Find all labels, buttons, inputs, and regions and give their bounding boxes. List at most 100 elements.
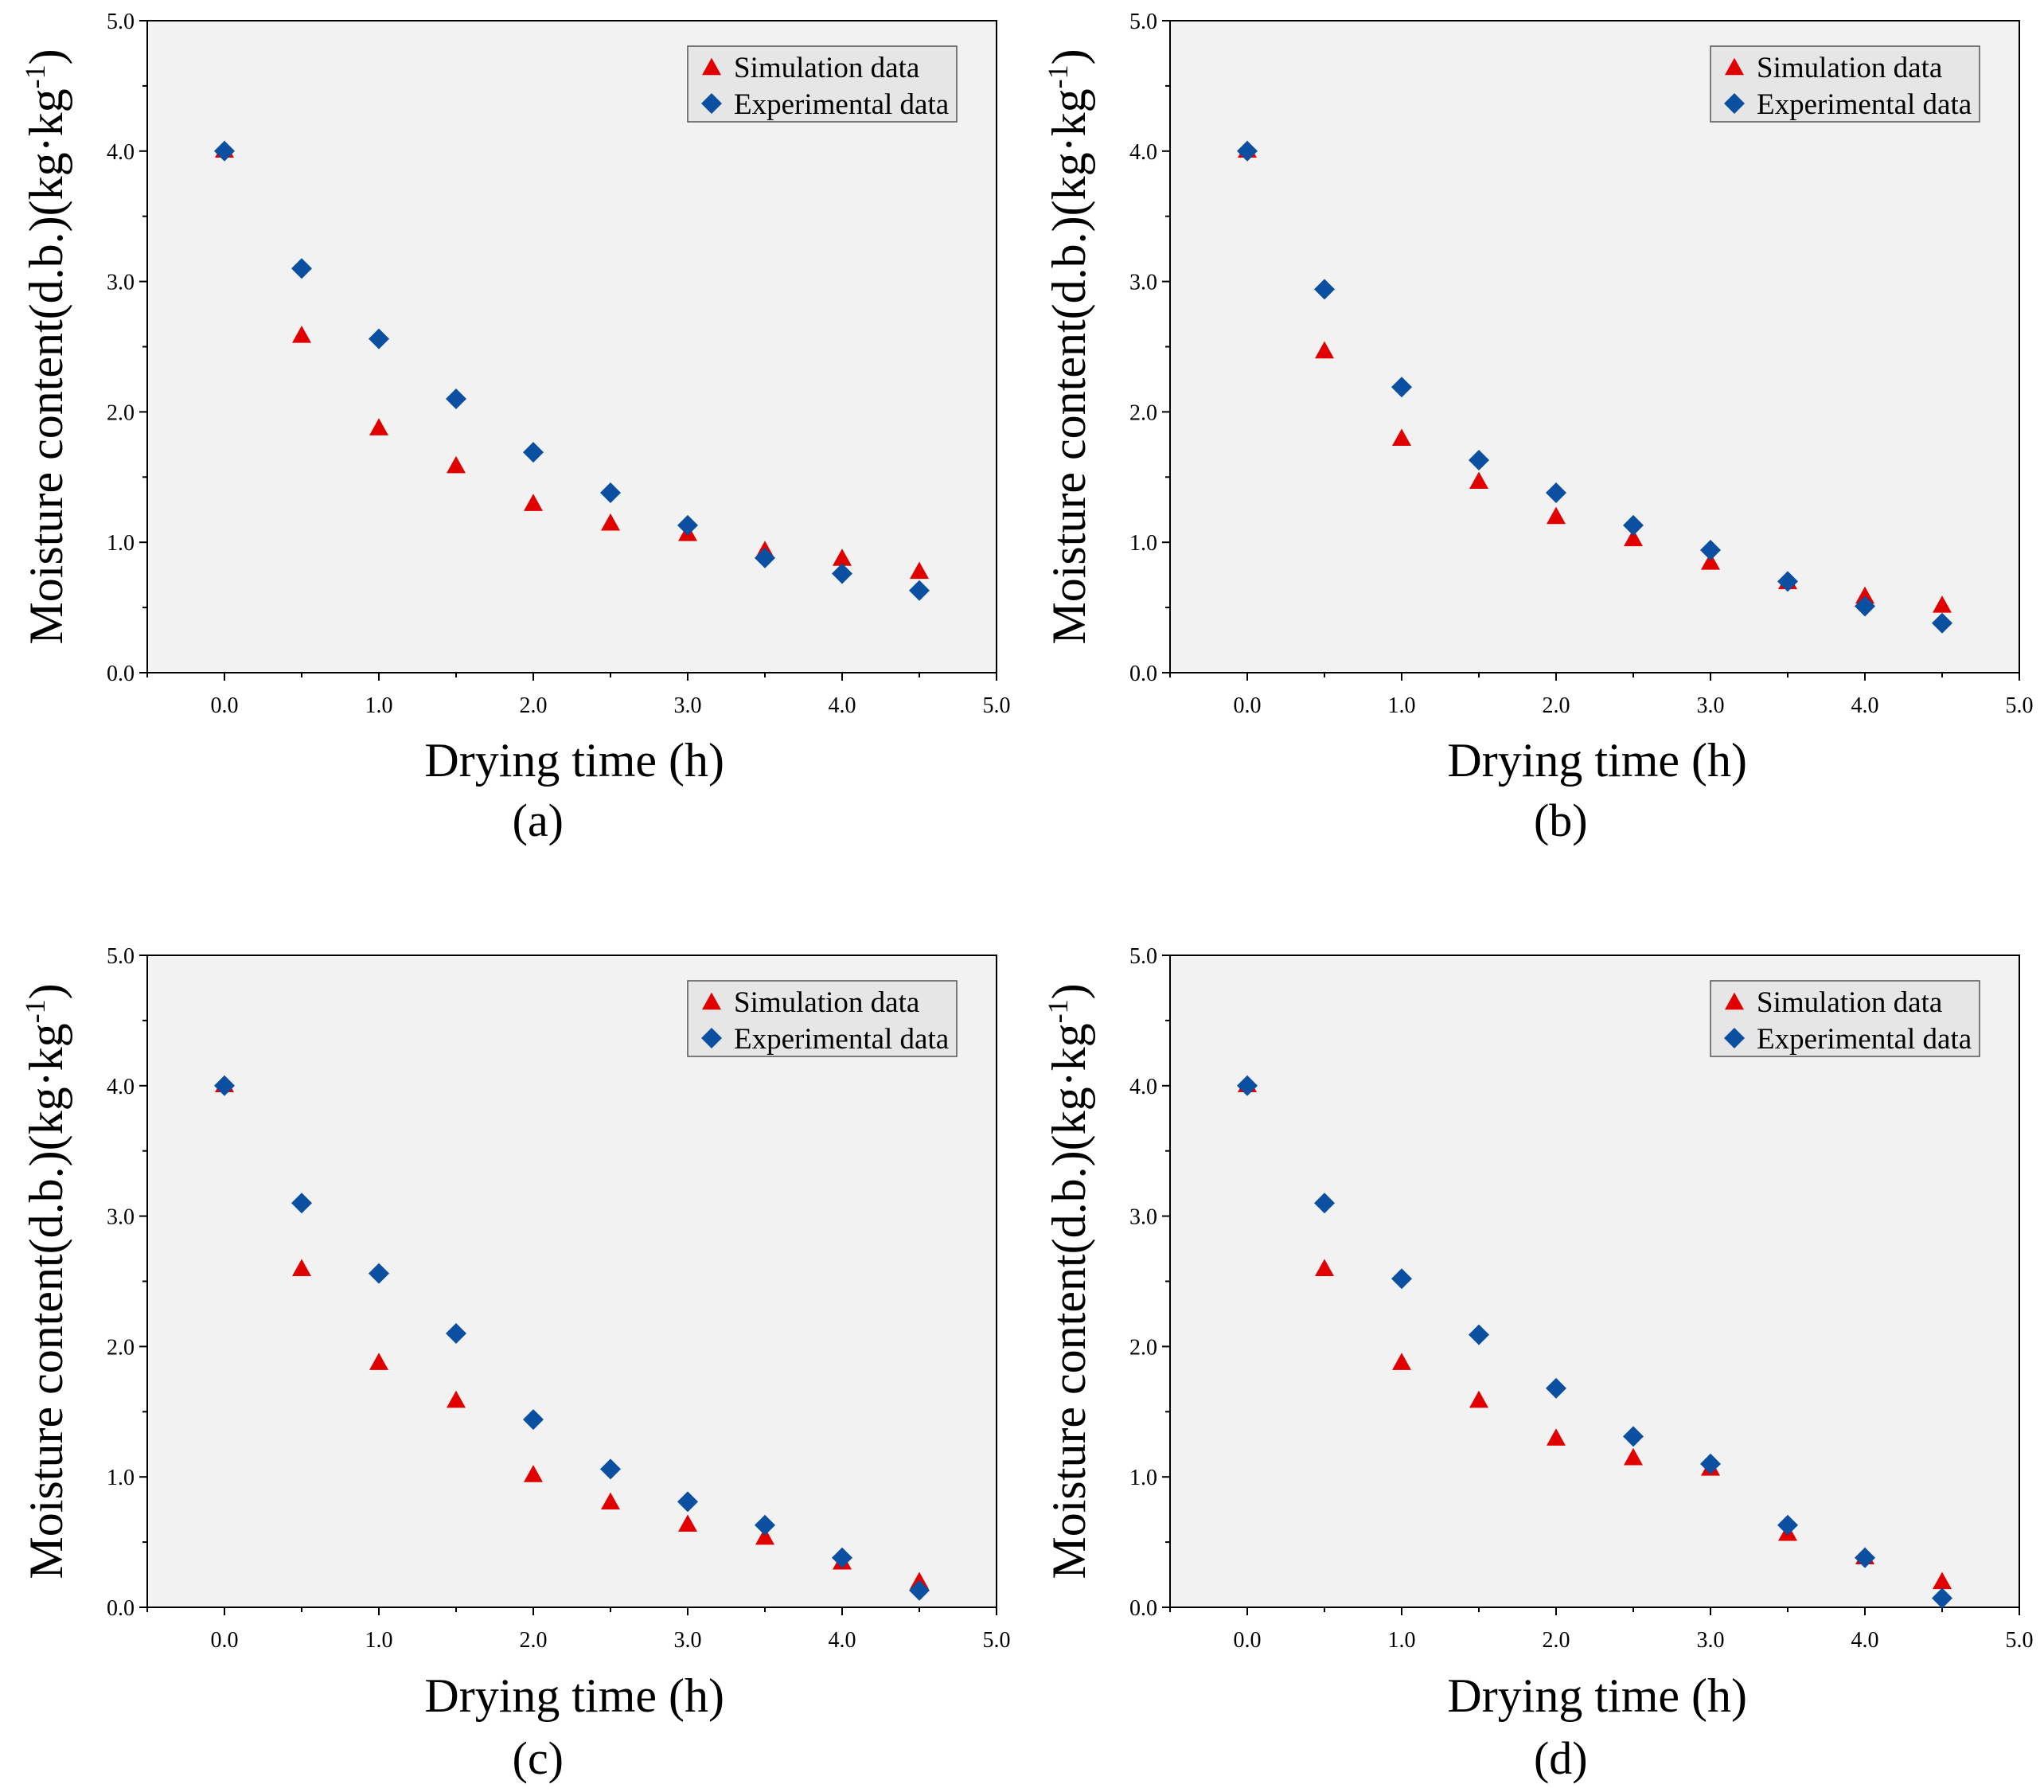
legend-entry-label: Simulation data (734, 52, 919, 84)
simulation-point (1315, 341, 1334, 359)
y-tick-label: 0.0 (107, 662, 135, 686)
x-tick-label: 5.0 (2006, 1628, 2034, 1653)
experimental-point (1469, 1324, 1489, 1345)
experimental-point (832, 1547, 852, 1568)
x-axis-title: Drying time (h) (424, 734, 724, 787)
y-axis-title-end: ) (20, 49, 72, 64)
simulation-point (1547, 506, 1566, 525)
y-tick-label: 2.0 (107, 1335, 135, 1360)
simulation-point (292, 326, 311, 343)
experimental-point (600, 1458, 621, 1480)
y-tick-label: 0.0 (107, 1596, 135, 1621)
simulation-point (1701, 552, 1720, 570)
panel-label: (d) (1534, 1732, 1588, 1784)
x-tick-label: 1.0 (1388, 693, 1416, 718)
legend-diamond-icon (1724, 1028, 1745, 1048)
y-tick-label: 0.0 (1129, 1596, 1157, 1621)
y-axis-title-superscript: -1 (19, 64, 51, 88)
legend-entry-label: Experimental data (734, 88, 949, 121)
panel-label: (b) (1534, 794, 1588, 846)
experimental-point (1855, 1547, 1875, 1568)
experimental-point (1237, 1075, 1258, 1096)
y-axis-title-superscript: -1 (19, 999, 51, 1023)
legend-entry-label: Experimental data (1757, 88, 1972, 121)
y-tick-label: 3.0 (1129, 271, 1157, 295)
experimental-point (369, 1263, 389, 1284)
x-tick-label: 3.0 (674, 1628, 702, 1653)
y-tick-label: 1.0 (107, 1466, 135, 1490)
experimental-point (446, 1323, 466, 1345)
experimental-point (214, 1075, 235, 1096)
x-tick-label: 0.0 (1234, 1628, 1262, 1653)
legend-triangle-icon (1725, 992, 1744, 1010)
experimental-point (291, 258, 312, 279)
x-tick-label: 5.0 (983, 1628, 1011, 1653)
experimental-point (523, 442, 544, 463)
y-tick-label: 0.0 (1129, 662, 1157, 686)
simulation-point (755, 1527, 774, 1545)
simulation-point (524, 1465, 543, 1482)
experimental-point (1777, 571, 1798, 592)
y-axis-title-main: Moisture content(d.b.)(kg·kg (20, 88, 72, 644)
experimental-point (1700, 1453, 1721, 1474)
experimental-point (1700, 540, 1721, 561)
legend-box (687, 980, 958, 1057)
y-tick-label: 4.0 (1129, 1075, 1157, 1099)
experimental-point (1391, 1268, 1412, 1290)
experimental-point (677, 1491, 698, 1513)
y-tick-label: 2.0 (107, 400, 135, 425)
y-axis-title-end: ) (1043, 49, 1095, 64)
y-axis-title: Moisture content(d.b.)(kg·kg-1) (19, 49, 72, 644)
simulation-point (369, 1353, 388, 1370)
simulation-point (1547, 1428, 1566, 1446)
x-tick-label: 4.0 (829, 693, 856, 718)
y-tick-label: 1.0 (1129, 1466, 1157, 1490)
simulation-point (1855, 586, 1874, 604)
legend-entry-label: Simulation data (1757, 986, 1942, 1019)
legend-triangle-icon (1725, 57, 1744, 76)
plot-area (1169, 955, 2020, 1608)
y-tick-label: 2.0 (1129, 400, 1157, 425)
legend-box (1710, 45, 1980, 123)
simulation-point (292, 1259, 311, 1276)
legend: Simulation data Experimental data (687, 45, 958, 123)
x-tick-label: 5.0 (2006, 693, 2034, 718)
experimental-point (1469, 450, 1489, 471)
x-tick-label: 0.0 (211, 693, 239, 718)
chart-panel: 0.0 1.0 2.0 3.0 4.0 5.0 0.0 1.0 2.0 3.0 4.0 5.0 Dryi… (1042, 944, 2034, 1784)
x-tick-label: 1.0 (1388, 1628, 1416, 1653)
simulation-point (1933, 1571, 1952, 1590)
x-tick-label: 3.0 (1697, 693, 1725, 718)
simulation-point (910, 561, 929, 580)
experimental-point (600, 482, 621, 503)
y-tick-label: 3.0 (1129, 1205, 1157, 1230)
chart-panel: 0.0 1.0 2.0 3.0 4.0 5.0 0.0 1.0 2.0 3.0 4.0 5.0 Dryi… (19, 944, 1011, 1784)
experimental-point (214, 140, 235, 162)
panel-label: (a) (513, 794, 564, 846)
y-tick-label: 4.0 (1129, 140, 1157, 165)
experimental-point (1777, 1514, 1798, 1536)
x-tick-label: 4.0 (829, 1628, 856, 1653)
legend-entry-label: Simulation data (1757, 52, 1942, 84)
y-tick-label: 5.0 (1129, 944, 1157, 969)
y-axis-title-superscript: -1 (1042, 999, 1074, 1023)
x-tick-label: 3.0 (1697, 1628, 1725, 1653)
simulation-point (601, 513, 620, 531)
simulation-point (524, 494, 543, 511)
x-axis-title: Drying time (h) (424, 1669, 724, 1722)
simulation-point (447, 455, 466, 474)
chart-panel: 0.0 1.0 2.0 3.0 4.0 5.0 0.0 1.0 2.0 3.0 4.0 5.0 Dryi… (1042, 10, 2034, 846)
x-tick-label: 1.0 (365, 1628, 393, 1653)
experimental-point (1932, 1587, 1952, 1609)
experimental-point (1314, 1193, 1335, 1214)
simulation-point (447, 1390, 466, 1408)
y-axis-title-superscript: -1 (1042, 64, 1074, 88)
y-axis-title: Moisture content(d.b.)(kg·kg-1) (19, 983, 72, 1579)
experimental-point (369, 328, 389, 349)
legend: Simulation data Experimental data (1710, 980, 1980, 1057)
simulation-point (678, 1514, 697, 1532)
y-tick-label: 1.0 (107, 531, 135, 556)
experimental-point (1623, 1426, 1644, 1447)
experimental-point (755, 547, 775, 568)
